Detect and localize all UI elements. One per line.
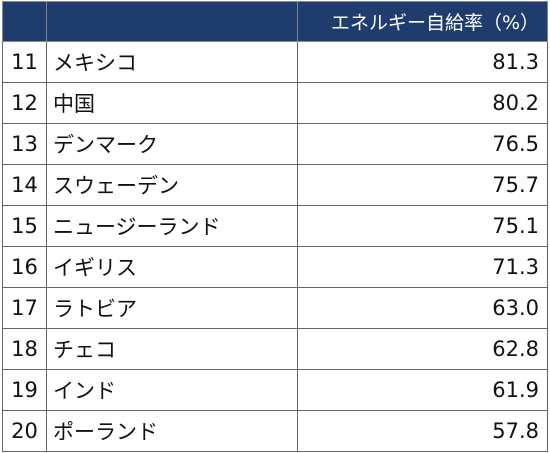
country-cell: 中国 — [45, 82, 299, 124]
table-row: 15 ニュージーランド 75.1 — [2, 205, 548, 247]
value-cell: 63.0 — [297, 287, 548, 329]
country-cell: メキシコ — [45, 41, 299, 83]
table-row: 11 メキシコ 81.3 — [2, 41, 548, 83]
rank-cell: 19 — [2, 369, 47, 411]
table-row: 17 ラトビア 63.0 — [2, 287, 548, 329]
table-row: 20 ポーランド 57.8 — [2, 410, 548, 452]
value-cell: 81.3 — [297, 41, 548, 83]
value-cell: 71.3 — [297, 246, 548, 288]
value-cell: 75.7 — [297, 164, 548, 206]
rank-cell: 14 — [2, 164, 47, 206]
rank-cell: 16 — [2, 246, 47, 288]
value-cell: 75.1 — [297, 205, 548, 247]
country-cell: イギリス — [45, 246, 299, 288]
country-cell: スウェーデン — [45, 164, 299, 206]
value-cell: 57.8 — [297, 410, 548, 452]
rank-cell: 11 — [2, 41, 47, 83]
table-row: 14 スウェーデン 75.7 — [2, 164, 548, 206]
rank-cell: 15 — [2, 205, 47, 247]
value-cell: 76.5 — [297, 123, 548, 165]
country-cell: ポーランド — [45, 410, 299, 452]
value-cell: 80.2 — [297, 82, 548, 124]
country-cell: インド — [45, 369, 299, 411]
rank-cell: 12 — [2, 82, 47, 124]
country-cell: ニュージーランド — [45, 205, 299, 247]
rank-cell: 17 — [2, 287, 47, 329]
table-row: 18 チェコ 62.8 — [2, 328, 548, 370]
table-row: 12 中国 80.2 — [2, 82, 548, 124]
value-cell: 61.9 — [297, 369, 548, 411]
header-value-cell: エネルギー自給率（%） — [297, 1, 548, 42]
table-row: 13 デンマーク 76.5 — [2, 123, 548, 165]
value-cell: 62.8 — [297, 328, 548, 370]
table-row: 16 イギリス 71.3 — [2, 246, 548, 288]
rank-cell: 20 — [2, 410, 47, 452]
rank-cell: 18 — [2, 328, 47, 370]
rank-cell: 13 — [2, 123, 47, 165]
header-country-cell — [45, 1, 299, 42]
table-header-row: エネルギー自給率（%） — [2, 1, 548, 42]
header-rank-cell — [2, 1, 47, 42]
country-cell: チェコ — [45, 328, 299, 370]
country-cell: デンマーク — [45, 123, 299, 165]
table-row: 19 インド 61.9 — [2, 369, 548, 411]
country-cell: ラトビア — [45, 287, 299, 329]
